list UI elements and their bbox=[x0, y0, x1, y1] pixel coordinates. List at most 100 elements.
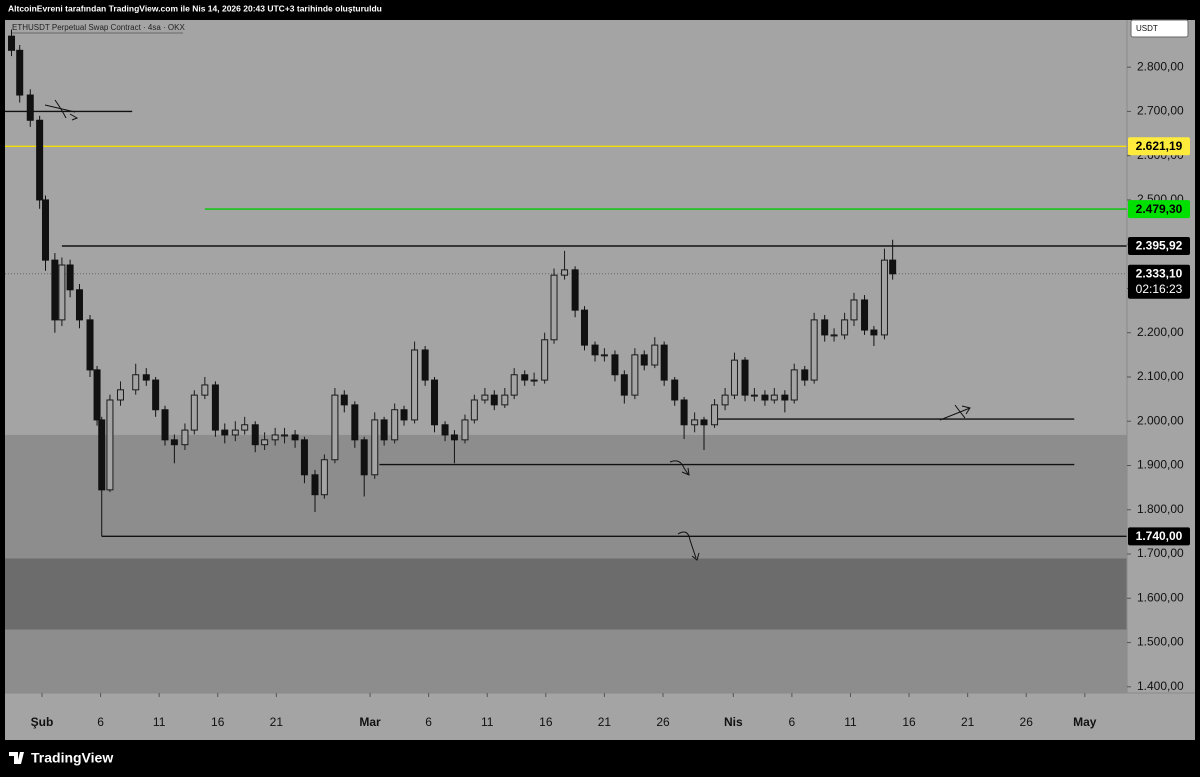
candle-body bbox=[691, 419, 699, 426]
candle-body bbox=[181, 429, 189, 446]
arrow-drawing bbox=[939, 404, 971, 421]
candle-body bbox=[340, 394, 348, 406]
candle-body bbox=[510, 374, 518, 396]
y-tick-label: 2.800,00 bbox=[1137, 59, 1184, 73]
candle-body bbox=[521, 374, 529, 381]
y-tick-label: 1.400,00 bbox=[1137, 679, 1184, 693]
price-label: 2.333,10 bbox=[1136, 266, 1183, 280]
x-tick-label: Nis bbox=[724, 715, 743, 729]
candle-body bbox=[241, 424, 249, 431]
candle-body bbox=[281, 434, 289, 437]
candle-body bbox=[880, 259, 888, 336]
candle-body bbox=[561, 269, 569, 276]
candle-body bbox=[461, 419, 469, 441]
candle-body bbox=[51, 259, 59, 321]
candle-body bbox=[850, 299, 858, 321]
x-tick-label: 16 bbox=[211, 715, 225, 729]
currency-box bbox=[1130, 19, 1189, 38]
candle-body bbox=[550, 274, 558, 341]
price-label-box bbox=[1128, 200, 1190, 219]
candle-body bbox=[152, 379, 160, 411]
candle-body bbox=[221, 429, 229, 436]
candle-body bbox=[371, 419, 379, 476]
countdown-label: 02:16:23 bbox=[1136, 282, 1183, 296]
candle-body bbox=[16, 49, 24, 96]
y-tick-label: 1.800,00 bbox=[1137, 502, 1184, 516]
arrow-drawing bbox=[44, 99, 79, 121]
candle-body bbox=[261, 439, 269, 446]
x-tick-label: 26 bbox=[656, 715, 670, 729]
candle-body bbox=[190, 394, 198, 431]
candle-body bbox=[201, 384, 209, 396]
logo-icon bbox=[9, 752, 24, 764]
candle-body bbox=[631, 354, 639, 396]
currency-label: USDT bbox=[1136, 24, 1158, 33]
y-tick-label: 1.700,00 bbox=[1137, 546, 1184, 560]
candle-body bbox=[170, 439, 178, 446]
price-label: 2.479,30 bbox=[1136, 202, 1183, 216]
y-tick-label: 1.500,00 bbox=[1137, 635, 1184, 649]
price-label: 2.621,19 bbox=[1136, 139, 1183, 153]
candle-body bbox=[490, 394, 498, 406]
candle-body bbox=[801, 369, 809, 381]
header: AltcoinEvreni tarafından TradingView.com… bbox=[8, 3, 382, 13]
candle-body bbox=[481, 394, 489, 401]
y-tick-label: 2.000,00 bbox=[1137, 413, 1184, 427]
zone bbox=[5, 629, 1127, 693]
price-label-box bbox=[1128, 264, 1190, 299]
candle-body bbox=[86, 319, 94, 371]
candle-body bbox=[360, 439, 368, 476]
candle-body bbox=[320, 459, 328, 496]
price-label-box bbox=[1128, 137, 1190, 156]
candle-body bbox=[781, 394, 789, 401]
price-label-box bbox=[1128, 236, 1190, 255]
price-label-box bbox=[1128, 527, 1190, 546]
candle-body bbox=[98, 419, 106, 491]
candle-body bbox=[132, 374, 140, 391]
candle-body bbox=[611, 354, 619, 376]
candle-body bbox=[680, 399, 688, 426]
candle-body bbox=[790, 369, 798, 401]
candle-body bbox=[58, 264, 66, 321]
candle-body bbox=[651, 344, 659, 366]
candle-body bbox=[501, 394, 509, 406]
candle-body bbox=[231, 429, 239, 436]
candle-body bbox=[660, 344, 668, 381]
candle-body bbox=[66, 264, 74, 291]
x-tick-label: 11 bbox=[844, 715, 857, 729]
candle-body bbox=[530, 379, 538, 382]
zone bbox=[5, 558, 1127, 630]
candle-body bbox=[161, 409, 169, 441]
candle-body bbox=[571, 269, 579, 311]
candle-body bbox=[889, 259, 897, 275]
x-tick-label: Şub bbox=[31, 715, 54, 729]
arrow-drawing bbox=[669, 460, 690, 476]
candle-body bbox=[75, 289, 83, 321]
candle-body bbox=[450, 434, 458, 441]
candle-body bbox=[861, 299, 869, 331]
x-tick-label: 6 bbox=[789, 715, 796, 729]
x-tick-label: May bbox=[1073, 715, 1097, 729]
price-label: 1.740,00 bbox=[1136, 529, 1183, 543]
candle-body bbox=[750, 394, 758, 397]
candle-body bbox=[331, 394, 339, 461]
candle-body bbox=[700, 419, 708, 426]
x-tick-label: 26 bbox=[1020, 715, 1034, 729]
candle-body bbox=[311, 474, 319, 496]
x-tick-label: 6 bbox=[425, 715, 432, 729]
candle-body bbox=[391, 409, 399, 441]
x-tick-label: 11 bbox=[481, 715, 494, 729]
logo-text: TradingView bbox=[31, 750, 113, 766]
x-tick-label: 21 bbox=[270, 715, 284, 729]
candle-body bbox=[251, 424, 259, 446]
y-tick-label: 2.200,00 bbox=[1137, 325, 1184, 339]
candle-body bbox=[400, 409, 408, 421]
candle-body bbox=[41, 199, 49, 261]
candle-body bbox=[93, 369, 101, 421]
candle-body bbox=[810, 319, 818, 381]
y-tick-label: 2.100,00 bbox=[1137, 369, 1184, 383]
candle-body bbox=[541, 339, 549, 381]
y-tick-label: 1.600,00 bbox=[1137, 590, 1184, 604]
logo: TradingView bbox=[9, 750, 113, 766]
